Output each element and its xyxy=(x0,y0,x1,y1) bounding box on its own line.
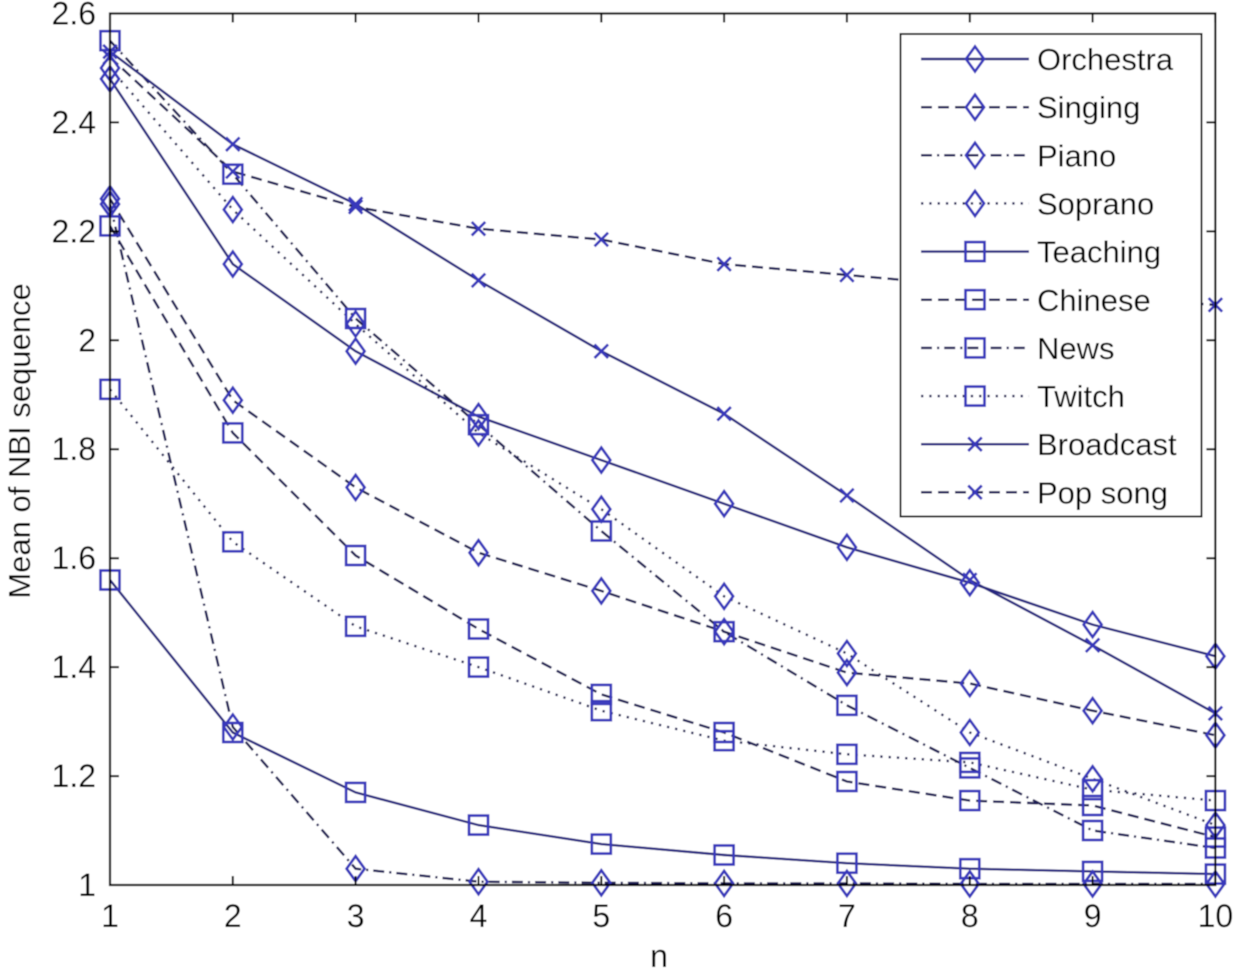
svg-text:Piano: Piano xyxy=(1037,138,1116,173)
svg-text:2: 2 xyxy=(224,898,242,934)
svg-text:1: 1 xyxy=(101,898,119,934)
svg-text:Twitch: Twitch xyxy=(1037,379,1125,414)
svg-text:1.6: 1.6 xyxy=(52,540,96,576)
svg-text:Singing: Singing xyxy=(1037,90,1140,125)
svg-text:n: n xyxy=(650,938,668,971)
svg-text:Orchestra: Orchestra xyxy=(1037,42,1174,77)
svg-text:2: 2 xyxy=(78,322,96,358)
svg-text:1.8: 1.8 xyxy=(52,431,96,467)
svg-text:5: 5 xyxy=(592,898,610,934)
svg-text:News: News xyxy=(1037,331,1115,366)
svg-text:1.2: 1.2 xyxy=(52,758,96,794)
svg-text:10: 10 xyxy=(1198,898,1234,934)
svg-text:6: 6 xyxy=(715,898,733,934)
svg-text:Pop song: Pop song xyxy=(1037,475,1168,510)
svg-text:2.2: 2.2 xyxy=(52,213,96,249)
svg-text:1.4: 1.4 xyxy=(52,649,96,685)
svg-text:Teaching: Teaching xyxy=(1037,235,1161,270)
svg-text:2.4: 2.4 xyxy=(52,104,96,140)
svg-text:Soprano: Soprano xyxy=(1037,186,1154,221)
svg-text:2.6: 2.6 xyxy=(52,0,96,32)
svg-text:7: 7 xyxy=(838,898,856,934)
svg-text:Chinese: Chinese xyxy=(1037,283,1151,318)
svg-text:1: 1 xyxy=(78,867,96,903)
svg-text:3: 3 xyxy=(347,898,365,934)
svg-text:9: 9 xyxy=(1084,898,1102,934)
svg-text:4: 4 xyxy=(470,898,488,934)
svg-text:Mean of NBI sequence: Mean of NBI sequence xyxy=(2,283,37,598)
svg-text:8: 8 xyxy=(961,898,979,934)
svg-text:Broadcast: Broadcast xyxy=(1037,427,1177,462)
